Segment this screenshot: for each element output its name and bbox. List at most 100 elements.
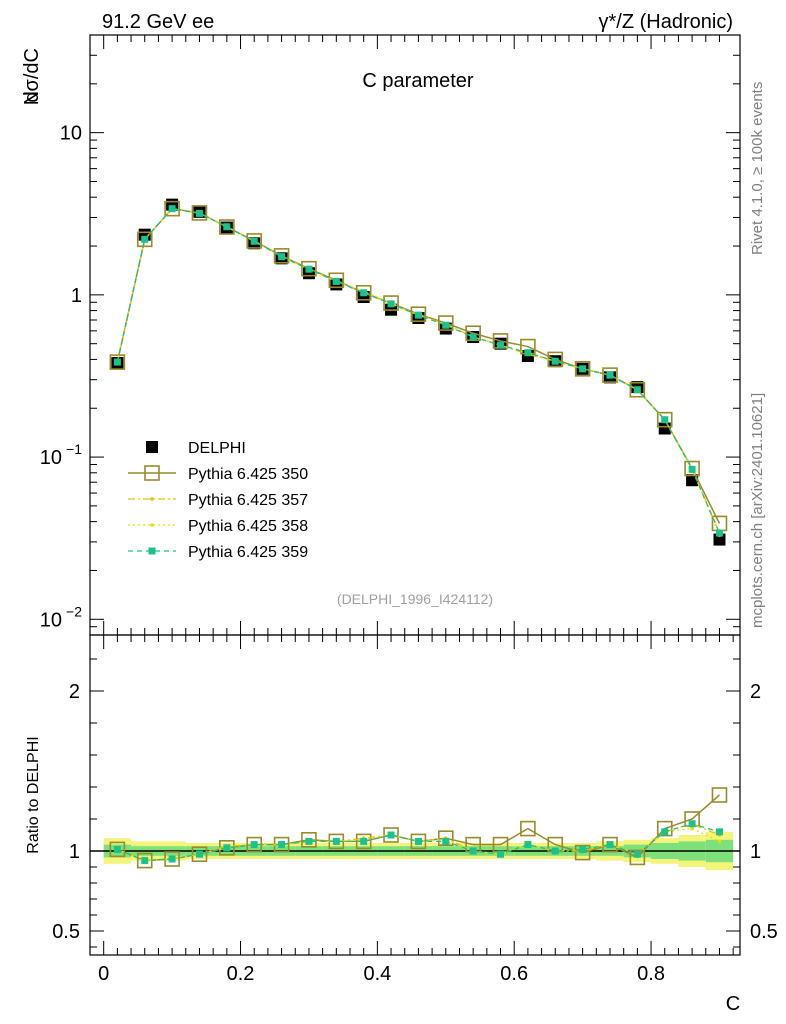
rivet-version-label: Rivet 4.1.0, ≥ 100k events	[749, 82, 766, 255]
data-point-p350	[410, 306, 427, 322]
x-tick-label: 0.4	[363, 963, 391, 985]
ratio-point-p359	[278, 841, 286, 849]
ratio-point-p350	[191, 846, 208, 863]
ratio-plot-panel: Ratio to DELPHI C 2 2 1 1 0.5 0.5 0 0.2 0.4 0.6 0.…	[25, 634, 778, 1015]
ratio-point-p359	[469, 847, 477, 855]
ratio-point-p359	[113, 845, 121, 853]
ratio-series-group	[109, 787, 728, 869]
legend-marker-p359	[148, 547, 156, 555]
y-tick-label: 10	[60, 123, 82, 145]
series-p357	[115, 206, 722, 535]
ratio-point-p359	[305, 837, 313, 845]
x-tick-label: 0.6	[500, 963, 528, 985]
header-left-label: 91.2 GeV ee	[102, 11, 214, 33]
ratio-point-p359	[195, 850, 203, 858]
ratio-point-p358	[690, 826, 694, 831]
data-point-p350	[574, 361, 591, 377]
data-point-p359	[442, 321, 450, 329]
data-point-p350	[219, 219, 235, 235]
legend-marker-p358	[150, 523, 154, 527]
ratio-point-p359	[360, 837, 368, 845]
ratio-point-p359	[497, 850, 505, 858]
ratio-point-p350	[629, 849, 646, 866]
data-point-p350	[656, 411, 673, 428]
y-tick-exponent: −1	[66, 441, 82, 457]
data-point-p350	[273, 248, 290, 264]
analysis-watermark: (DELPHI_1996_I424112)	[337, 591, 493, 607]
legend-label-data: DELPHI	[188, 440, 246, 457]
data-point-p350	[136, 231, 153, 248]
data-point-p359	[250, 237, 258, 245]
ratio-point-p350	[383, 827, 399, 843]
legend-marker-p350	[144, 465, 160, 481]
ratio-axis-ticks: 2 2 1 1 0.5 0.5 0 0.2 0.4 0.6 0.8	[52, 635, 778, 985]
data-point-p350	[437, 315, 454, 331]
ratio-point-p359	[223, 844, 231, 852]
legend-label-p358: Pythia 6.425 358	[188, 518, 308, 535]
series-p358	[115, 206, 722, 537]
data-point-p359	[141, 235, 149, 243]
data-point-p359	[278, 253, 286, 261]
data-point-p359	[715, 529, 723, 537]
series-line-p358	[116, 207, 721, 536]
data-point-p359	[113, 358, 121, 366]
ratio-y-tick-label-right: 2	[750, 681, 761, 703]
legend-label-p357: Pythia 6.425 357	[188, 492, 308, 509]
ratio-y-tick-label-right: 0.5	[750, 921, 778, 943]
ratio-y-tick-label: 2	[69, 681, 80, 703]
data-point-p359	[524, 349, 532, 357]
ratio-point-p359	[524, 841, 532, 849]
data-point-p350	[191, 205, 208, 221]
legend: DELPHI Pythia 6.425 350 Pythia 6.425 357 Py…	[128, 440, 308, 561]
data-point-p350	[629, 381, 646, 398]
data-point-data	[713, 533, 726, 546]
ratio-point-p359	[715, 828, 723, 836]
ratio-point-p359	[551, 847, 559, 855]
header-right-label: γ*/Z (Hadronic)	[599, 11, 733, 33]
main-plot-panel: C parameter (DELPHI_1996_I424112) N dσ/d…	[21, 34, 741, 636]
legend-label-p359: Pythia 6.425 359	[188, 544, 308, 561]
data-point-p359	[195, 209, 203, 217]
x-axis-label: C	[726, 993, 740, 1015]
data-point-p359	[688, 465, 696, 473]
data-point-p350	[602, 367, 618, 383]
series-line-p357	[116, 207, 721, 534]
y-tick-label: 10	[40, 609, 62, 631]
data-point-p350	[383, 295, 399, 311]
data-point-p359	[633, 386, 641, 394]
chart-title: C parameter	[362, 70, 473, 92]
data-point-p350	[355, 284, 372, 301]
y-tick-exponent: −2	[66, 603, 82, 619]
y-axis-label: dσ/dC	[21, 48, 43, 103]
ratio-point-p350	[602, 836, 618, 853]
y-tick-label: 1	[71, 285, 82, 307]
data-point-p359	[168, 205, 176, 213]
legend-marker-data	[146, 441, 158, 453]
ratio-point-p350	[520, 820, 536, 837]
ratio-y-tick-label: 1	[69, 841, 80, 863]
ratio-point-p359	[414, 837, 422, 845]
ratio-y-tick-label: 0.5	[52, 921, 80, 943]
x-tick-label: 0	[98, 963, 109, 985]
ratio-point-p359	[141, 857, 149, 865]
ratio-plot-frame	[89, 634, 741, 956]
data-point-p350	[109, 354, 126, 370]
data-point-p359	[606, 371, 614, 379]
y-tick-label: 10	[40, 447, 62, 469]
data-point-p359	[414, 311, 422, 319]
data-point-p350	[301, 260, 317, 277]
legend-label-p350: Pythia 6.425 350	[188, 466, 308, 483]
ratio-point-p359	[387, 831, 395, 839]
ratio-point-p350	[711, 787, 728, 803]
data-point-p359	[469, 333, 477, 341]
ratio-point-p359	[606, 841, 614, 849]
data-point-p359	[551, 357, 559, 365]
data-point-p359	[360, 289, 368, 297]
data-point-p359	[497, 341, 505, 349]
data-point-p359	[579, 365, 587, 373]
data-point-p359	[305, 265, 313, 273]
data-point-p359	[661, 416, 669, 424]
ratio-point-p359	[332, 837, 340, 845]
y-axis-label-n: N	[21, 91, 43, 105]
